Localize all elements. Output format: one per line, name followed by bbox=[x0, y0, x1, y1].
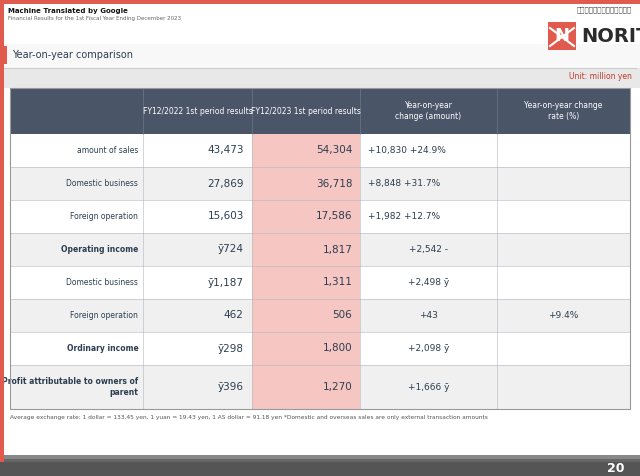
Bar bbox=[252, 266, 360, 299]
Text: Profit attributable to owners of
parent: Profit attributable to owners of parent bbox=[2, 377, 138, 397]
Bar bbox=[10, 365, 630, 409]
Bar bbox=[548, 22, 576, 50]
Text: Year-on-year
change (amount): Year-on-year change (amount) bbox=[396, 101, 461, 121]
Bar bbox=[0, 455, 640, 476]
Text: +2,542 -: +2,542 - bbox=[409, 245, 448, 254]
Text: +1,982 +12.7%: +1,982 +12.7% bbox=[368, 212, 440, 221]
Bar bbox=[10, 88, 630, 409]
Text: 17,586: 17,586 bbox=[316, 211, 352, 221]
Bar bbox=[10, 167, 630, 200]
Bar bbox=[0, 0, 640, 4]
Text: ȳ1,187: ȳ1,187 bbox=[208, 278, 244, 288]
Bar bbox=[10, 200, 630, 233]
Text: 新しい幸せを、わかすこと。: 新しい幸せを、わかすこと。 bbox=[577, 6, 632, 12]
Bar bbox=[252, 332, 360, 365]
Text: 36,718: 36,718 bbox=[316, 178, 352, 188]
Bar bbox=[252, 365, 360, 409]
Bar bbox=[252, 134, 360, 167]
Text: Year-on-year change
rate (%): Year-on-year change rate (%) bbox=[524, 101, 602, 121]
Bar bbox=[252, 200, 360, 233]
Text: N: N bbox=[554, 27, 570, 45]
Text: Financial Results for the 1st Fiscal Year Ending December 2023: Financial Results for the 1st Fiscal Yea… bbox=[8, 16, 181, 21]
Text: +9.4%: +9.4% bbox=[548, 311, 579, 320]
Bar bbox=[10, 299, 630, 332]
Bar bbox=[10, 332, 630, 365]
Text: 462: 462 bbox=[224, 310, 244, 320]
Text: Unit: million yen: Unit: million yen bbox=[569, 72, 632, 81]
Text: 20: 20 bbox=[607, 463, 625, 476]
Text: ȳ396: ȳ396 bbox=[218, 382, 244, 392]
Text: 1,311: 1,311 bbox=[323, 278, 352, 288]
Bar bbox=[0, 0, 4, 476]
Text: 1,800: 1,800 bbox=[323, 344, 352, 354]
Bar bbox=[0, 459, 640, 476]
Text: +10,830 +24.9%: +10,830 +24.9% bbox=[368, 146, 446, 155]
Text: +2,098 ȳ: +2,098 ȳ bbox=[408, 344, 449, 353]
Text: FY12/2022 1st period results: FY12/2022 1st period results bbox=[143, 107, 252, 116]
Bar bbox=[4, 68, 640, 88]
Bar bbox=[4, 44, 640, 68]
Text: +2,498 ȳ: +2,498 ȳ bbox=[408, 278, 449, 287]
Text: 43,473: 43,473 bbox=[207, 146, 244, 156]
Bar bbox=[252, 299, 360, 332]
Text: Foreign operation: Foreign operation bbox=[70, 311, 138, 320]
Text: Operating income: Operating income bbox=[61, 245, 138, 254]
Bar bbox=[0, 462, 640, 476]
Text: Domestic business: Domestic business bbox=[67, 278, 138, 287]
Bar bbox=[252, 167, 360, 200]
Text: +1,666 ȳ: +1,666 ȳ bbox=[408, 383, 449, 391]
Text: 15,603: 15,603 bbox=[207, 211, 244, 221]
Bar bbox=[4, 4, 640, 72]
Bar bbox=[10, 134, 630, 167]
Text: ȳ724: ȳ724 bbox=[218, 245, 244, 255]
Text: Machine Translated by Google: Machine Translated by Google bbox=[8, 8, 128, 14]
Text: 1,817: 1,817 bbox=[323, 245, 352, 255]
Text: Average exchange rate: 1 dollar = 133.45 yen, 1 yuan = 19.43 yen, 1 AS dollar = : Average exchange rate: 1 dollar = 133.45… bbox=[10, 415, 488, 420]
Text: 27,869: 27,869 bbox=[207, 178, 244, 188]
Bar bbox=[10, 266, 630, 299]
Text: Foreign operation: Foreign operation bbox=[70, 212, 138, 221]
Bar bbox=[252, 233, 360, 266]
Text: Year-on-year comparison: Year-on-year comparison bbox=[12, 50, 133, 60]
Text: NORITZ: NORITZ bbox=[581, 27, 640, 46]
Bar bbox=[0, 455, 640, 476]
Bar bbox=[10, 233, 630, 266]
Bar bbox=[10, 88, 630, 134]
Text: FY12/2023 1st period results: FY12/2023 1st period results bbox=[251, 107, 361, 116]
Text: +43: +43 bbox=[419, 311, 438, 320]
Text: 506: 506 bbox=[333, 310, 352, 320]
Text: 1,270: 1,270 bbox=[323, 382, 352, 392]
Text: ȳ298: ȳ298 bbox=[218, 344, 244, 354]
Text: +8,848 +31.7%: +8,848 +31.7% bbox=[368, 179, 440, 188]
Text: amount of sales: amount of sales bbox=[77, 146, 138, 155]
Text: Domestic business: Domestic business bbox=[67, 179, 138, 188]
Bar bbox=[4, 46, 7, 64]
Text: 54,304: 54,304 bbox=[316, 146, 352, 156]
Text: Ordinary income: Ordinary income bbox=[67, 344, 138, 353]
